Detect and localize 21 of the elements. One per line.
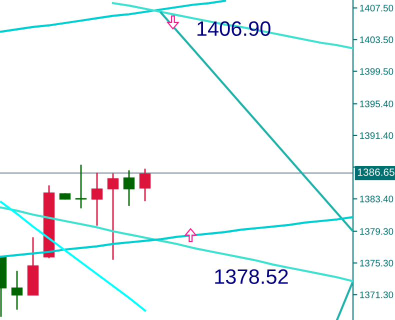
y-tick-label: 1403.50 <box>360 36 394 44</box>
y-tick-label: 1395.40 <box>360 100 394 108</box>
candlestick <box>139 168 151 202</box>
y-tick-label: 1375.30 <box>360 260 394 266</box>
candlestick <box>74 164 88 210</box>
line-series <box>0 200 146 312</box>
y-tick-label: 1391.40 <box>360 132 394 139</box>
y-tick-label: 1371.30 <box>360 291 394 298</box>
y-tick-label: 1407.50 <box>360 4 394 12</box>
line-series <box>112 2 353 50</box>
candlestick <box>107 172 119 260</box>
candlestick <box>11 270 23 310</box>
candlestick <box>91 172 103 226</box>
y-tick-label: 1383.40 <box>360 196 394 202</box>
annotation: 1378.52 <box>215 269 288 284</box>
ref-line-label: 1386.65 <box>358 168 394 176</box>
line-series <box>160 12 353 232</box>
y-tick-label: 1399.50 <box>360 68 394 75</box>
candlestick <box>123 170 135 207</box>
line-series <box>0 206 353 282</box>
y-tick-label: 1379.30 <box>360 228 394 235</box>
